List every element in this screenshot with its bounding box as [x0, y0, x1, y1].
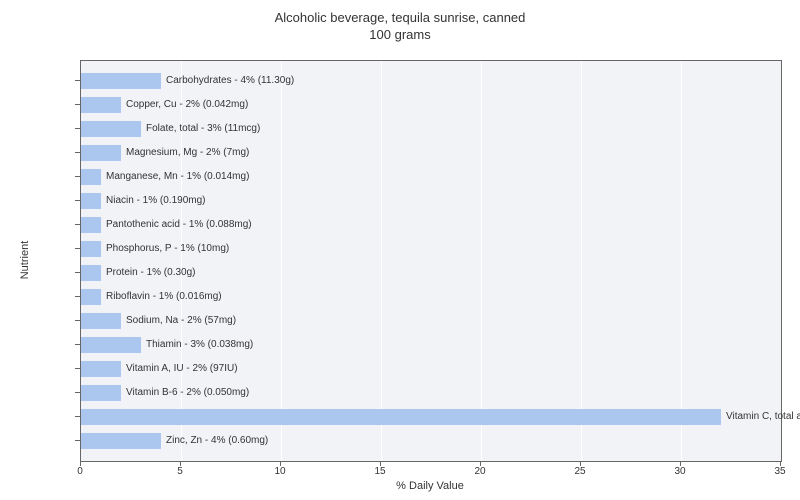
y-axis-label: Nutrient	[19, 241, 31, 280]
y-tick-mark	[75, 392, 80, 393]
y-tick-mark	[75, 200, 80, 201]
y-tick-mark	[75, 272, 80, 273]
title-line1: Alcoholic beverage, tequila sunrise, can…	[10, 10, 790, 27]
bar	[81, 145, 121, 161]
x-tick-label: 30	[674, 466, 685, 477]
bar-label: Zinc, Zn - 4% (0.60mg)	[166, 433, 268, 449]
y-tick-mark	[75, 368, 80, 369]
bar	[81, 217, 101, 233]
x-tick-label: 5	[177, 466, 183, 477]
y-tick-mark	[75, 128, 80, 129]
chart-title: Alcoholic beverage, tequila sunrise, can…	[10, 10, 790, 44]
chart-container: Alcoholic beverage, tequila sunrise, can…	[10, 10, 790, 490]
y-tick-mark	[75, 80, 80, 81]
bar-label: Vitamin C, total ascorbic acid - 32% (19…	[726, 409, 800, 425]
x-tick-label: 15	[374, 466, 385, 477]
bar	[81, 265, 101, 281]
bar-label: Copper, Cu - 2% (0.042mg)	[126, 97, 248, 113]
bar	[81, 193, 101, 209]
bar-label: Protein - 1% (0.30g)	[106, 265, 196, 281]
y-tick-mark	[75, 104, 80, 105]
bar-label: Pantothenic acid - 1% (0.088mg)	[106, 217, 252, 233]
y-tick-mark	[75, 248, 80, 249]
x-axis-label: % Daily Value	[396, 480, 464, 492]
y-tick-mark	[75, 176, 80, 177]
grid-line	[681, 61, 682, 461]
y-tick-mark	[75, 296, 80, 297]
bar-label: Magnesium, Mg - 2% (7mg)	[126, 145, 249, 161]
bar	[81, 289, 101, 305]
grid-line	[581, 61, 582, 461]
bar	[81, 241, 101, 257]
y-tick-mark	[75, 344, 80, 345]
grid-line	[481, 61, 482, 461]
grid-line	[381, 61, 382, 461]
y-tick-mark	[75, 440, 80, 441]
x-tick-label: 20	[474, 466, 485, 477]
x-tick-label: 35	[774, 466, 785, 477]
plot-area: Carbohydrates - 4% (11.30g) Copper, Cu - …	[80, 60, 782, 462]
y-tick-mark	[75, 320, 80, 321]
bar	[81, 337, 141, 353]
grid-line	[281, 61, 282, 461]
bar-label: Thiamin - 3% (0.038mg)	[146, 337, 253, 353]
bar-label: Carbohydrates - 4% (11.30g)	[166, 73, 294, 89]
bar	[81, 313, 121, 329]
bar-label: Riboflavin - 1% (0.016mg)	[106, 289, 222, 305]
bar	[81, 97, 121, 113]
bar-label: Sodium, Na - 2% (57mg)	[126, 313, 236, 329]
x-tick-label: 25	[574, 466, 585, 477]
bar-label: Vitamin B-6 - 2% (0.050mg)	[126, 385, 249, 401]
bar-label: Niacin - 1% (0.190mg)	[106, 193, 205, 209]
bar	[81, 385, 121, 401]
bar-label: Manganese, Mn - 1% (0.014mg)	[106, 169, 249, 185]
x-tick-label: 0	[77, 466, 83, 477]
title-line2: 100 grams	[10, 27, 790, 44]
x-tick-label: 10	[274, 466, 285, 477]
bar-label: Vitamin A, IU - 2% (97IU)	[126, 361, 238, 377]
bar	[81, 361, 121, 377]
y-tick-mark	[75, 416, 80, 417]
y-tick-mark	[75, 224, 80, 225]
bar-label: Phosphorus, P - 1% (10mg)	[106, 241, 229, 257]
bar	[81, 409, 721, 425]
bar	[81, 73, 161, 89]
bar-label: Folate, total - 3% (11mcg)	[146, 121, 260, 137]
y-tick-mark	[75, 152, 80, 153]
bar	[81, 121, 141, 137]
bar	[81, 169, 101, 185]
bar	[81, 433, 161, 449]
